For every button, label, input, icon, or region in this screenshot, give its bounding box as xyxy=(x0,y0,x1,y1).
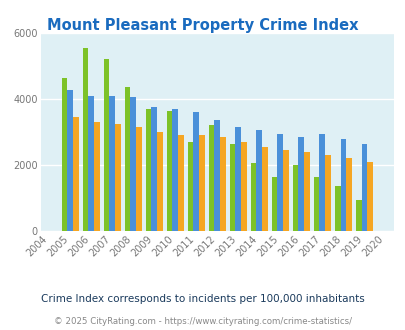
Bar xyxy=(345,158,351,231)
Bar xyxy=(313,177,319,231)
Bar xyxy=(214,120,220,231)
Text: © 2025 CityRating.com - https://www.cityrating.com/crime-statistics/: © 2025 CityRating.com - https://www.city… xyxy=(54,317,351,326)
Bar xyxy=(235,127,241,231)
Bar xyxy=(88,96,94,231)
Bar xyxy=(366,162,372,231)
Bar xyxy=(271,177,277,231)
Bar xyxy=(187,142,193,231)
Bar xyxy=(340,139,345,231)
Bar xyxy=(157,132,162,231)
Bar xyxy=(355,200,361,231)
Bar xyxy=(166,111,172,231)
Bar xyxy=(241,142,246,231)
Bar xyxy=(220,137,225,231)
Bar xyxy=(151,107,157,231)
Bar xyxy=(136,127,141,231)
Bar xyxy=(208,125,214,231)
Text: Crime Index corresponds to incidents per 100,000 inhabitants: Crime Index corresponds to incidents per… xyxy=(41,294,364,304)
Bar xyxy=(130,97,136,231)
Bar xyxy=(193,112,198,231)
Bar xyxy=(292,165,298,231)
Bar xyxy=(67,90,72,231)
Bar xyxy=(282,150,288,231)
Bar xyxy=(109,96,115,231)
Bar xyxy=(324,155,330,231)
Bar xyxy=(124,87,130,231)
Bar xyxy=(72,117,78,231)
Bar xyxy=(303,152,309,231)
Bar xyxy=(62,78,67,231)
Bar xyxy=(256,130,262,231)
Bar xyxy=(334,186,340,231)
Bar xyxy=(229,144,235,231)
Bar xyxy=(82,48,88,231)
Bar xyxy=(145,109,151,231)
Bar xyxy=(172,109,177,231)
Bar xyxy=(298,137,303,231)
Bar xyxy=(177,135,183,231)
Bar xyxy=(277,134,282,231)
Bar xyxy=(262,147,267,231)
Bar xyxy=(319,134,324,231)
Text: Mount Pleasant Property Crime Index: Mount Pleasant Property Crime Index xyxy=(47,18,358,33)
Bar xyxy=(198,135,204,231)
Bar xyxy=(94,122,99,231)
Bar xyxy=(361,144,366,231)
Bar xyxy=(115,124,120,231)
Bar xyxy=(103,59,109,231)
Bar xyxy=(250,163,256,231)
